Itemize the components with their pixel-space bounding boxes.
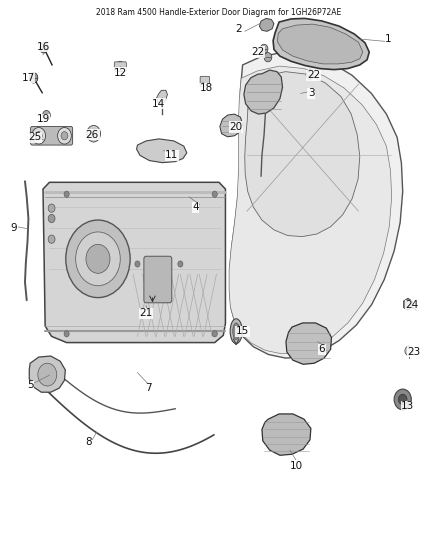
FancyBboxPatch shape	[114, 62, 126, 71]
Polygon shape	[244, 70, 283, 114]
Text: 4: 4	[192, 202, 199, 212]
Circle shape	[90, 130, 97, 138]
Text: 23: 23	[408, 347, 421, 357]
Circle shape	[212, 330, 217, 337]
Circle shape	[64, 191, 69, 197]
Text: 22: 22	[307, 70, 320, 80]
Text: 1: 1	[385, 34, 392, 44]
Circle shape	[38, 364, 57, 386]
Circle shape	[48, 214, 55, 223]
Text: 19: 19	[36, 114, 49, 124]
Polygon shape	[157, 90, 167, 104]
Polygon shape	[262, 414, 311, 455]
Text: 20: 20	[230, 122, 243, 132]
FancyBboxPatch shape	[144, 256, 172, 303]
Circle shape	[64, 330, 69, 337]
Polygon shape	[137, 139, 187, 163]
Polygon shape	[29, 356, 65, 392]
Polygon shape	[273, 19, 369, 70]
Circle shape	[260, 44, 268, 54]
Circle shape	[61, 132, 68, 140]
Circle shape	[58, 127, 71, 144]
Circle shape	[264, 53, 272, 62]
Text: 6: 6	[319, 344, 325, 354]
Ellipse shape	[118, 64, 122, 69]
Text: 17: 17	[21, 73, 35, 83]
Circle shape	[48, 235, 55, 243]
Circle shape	[66, 220, 130, 297]
Text: 21: 21	[139, 308, 153, 318]
Text: 9: 9	[11, 223, 17, 233]
Text: 16: 16	[36, 42, 49, 52]
Text: 14: 14	[152, 99, 166, 109]
Circle shape	[394, 389, 411, 410]
Text: 15: 15	[236, 326, 249, 336]
Circle shape	[39, 43, 48, 53]
Text: 5: 5	[27, 381, 33, 391]
Circle shape	[135, 261, 140, 267]
Circle shape	[48, 204, 55, 212]
Circle shape	[212, 191, 217, 197]
Polygon shape	[403, 298, 412, 311]
Circle shape	[76, 232, 120, 286]
Text: 10: 10	[290, 461, 303, 471]
FancyBboxPatch shape	[200, 76, 209, 87]
Polygon shape	[259, 19, 274, 31]
Circle shape	[405, 346, 413, 356]
Text: 11: 11	[165, 150, 178, 160]
Ellipse shape	[43, 369, 52, 380]
Polygon shape	[286, 323, 332, 364]
Polygon shape	[43, 182, 226, 343]
Circle shape	[86, 244, 110, 273]
Text: 25: 25	[28, 132, 41, 142]
Circle shape	[35, 132, 42, 140]
Circle shape	[42, 110, 50, 120]
Polygon shape	[277, 24, 363, 64]
Text: 2: 2	[235, 24, 242, 34]
Text: 3: 3	[308, 88, 314, 99]
Ellipse shape	[233, 323, 240, 340]
Polygon shape	[229, 66, 392, 354]
Text: 13: 13	[401, 401, 414, 411]
Text: 26: 26	[86, 130, 99, 140]
Ellipse shape	[116, 61, 124, 71]
Ellipse shape	[45, 372, 49, 377]
Circle shape	[32, 127, 46, 144]
Text: 12: 12	[113, 68, 127, 78]
FancyBboxPatch shape	[31, 126, 73, 145]
Ellipse shape	[230, 319, 242, 344]
Text: 22: 22	[251, 47, 264, 57]
Circle shape	[306, 70, 314, 79]
Text: 2018 Ram 4500 Handle-Exterior Door Diagram for 1GH26P72AE: 2018 Ram 4500 Handle-Exterior Door Diagr…	[96, 8, 342, 17]
Text: 18: 18	[199, 83, 213, 93]
Text: 24: 24	[406, 301, 419, 310]
Polygon shape	[230, 52, 403, 358]
Circle shape	[399, 394, 407, 405]
Polygon shape	[245, 71, 360, 237]
Circle shape	[29, 72, 38, 83]
Circle shape	[178, 261, 183, 267]
Circle shape	[87, 125, 101, 142]
Text: 7: 7	[145, 383, 152, 393]
Polygon shape	[220, 114, 243, 137]
Text: 8: 8	[85, 438, 92, 447]
